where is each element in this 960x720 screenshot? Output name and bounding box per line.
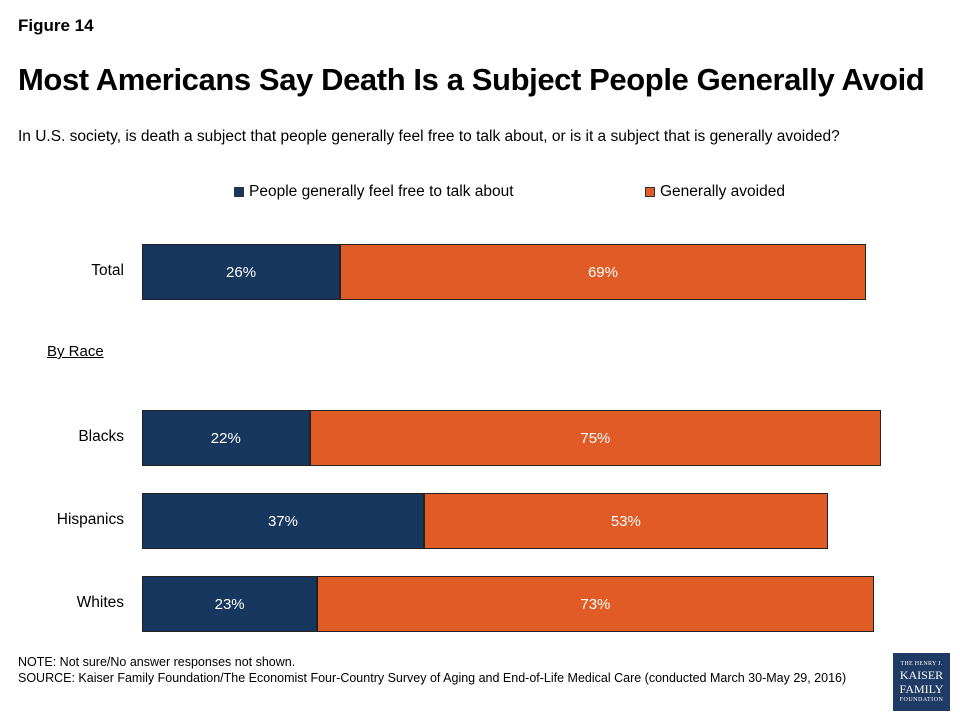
chart-subtitle: In U.S. society, is death a subject that…: [18, 128, 840, 145]
legend-item-free: People generally feel free to talk about: [234, 183, 514, 201]
footnote: NOTE: Not sure/No answer responses not s…: [18, 654, 878, 686]
figure-label: Figure 14: [18, 16, 94, 35]
source-text: SOURCE: Kaiser Family Foundation/The Eco…: [18, 671, 847, 685]
chart-legend: People generally feel free to talk about…: [0, 183, 960, 203]
bar-hispanics-free: 37%: [142, 493, 424, 549]
bar-blacks-free: 22%: [142, 410, 310, 466]
logo-line-1: THE HENRY J.: [900, 661, 943, 667]
data-label-whites-free: 23%: [214, 595, 245, 613]
bar-blacks-avoided: 75%: [309, 410, 882, 466]
bar-whites-free: 23%: [142, 576, 318, 632]
bar-total-avoided: 69%: [340, 244, 866, 300]
logo-line-2: KAISER: [899, 668, 944, 682]
data-label-hispanics-free: 37%: [267, 512, 298, 530]
data-label-blacks-free: 22%: [210, 429, 241, 447]
data-label-whites-avoided: 73%: [580, 595, 611, 613]
data-label-blacks-avoided: 75%: [580, 429, 611, 447]
logo-line-3: FAMILY: [899, 682, 944, 696]
legend-label-free: People generally feel free to talk about: [249, 183, 514, 200]
legend-swatch-avoided: [645, 187, 655, 197]
group-header-by-race: By Race: [47, 343, 104, 360]
note-text: NOTE: Not sure/No answer responses not s…: [18, 655, 296, 669]
category-label-blacks: Blacks: [78, 428, 124, 445]
bar-total-free: 26%: [142, 244, 341, 300]
category-label-whites: Whites: [76, 594, 124, 611]
data-label-hispanics-avoided: 53%: [610, 512, 641, 530]
logo-line-4: FOUNDATION: [899, 697, 944, 703]
bar-whites-avoided: 73%: [317, 576, 874, 632]
legend-swatch-free: [234, 187, 244, 197]
legend-label-avoided: Generally avoided: [660, 183, 785, 200]
category-label-hispanics: Hispanics: [56, 511, 124, 528]
legend-item-avoided: Generally avoided: [645, 183, 785, 201]
bar-hispanics-avoided: 53%: [423, 493, 828, 549]
data-label-total-avoided: 69%: [587, 263, 618, 281]
chart-title: Most Americans Say Death Is a Subject Pe…: [18, 62, 925, 97]
kff-logo: THE HENRY J. KAISER FAMILY FOUNDATION: [893, 653, 950, 711]
data-label-total-free: 26%: [226, 263, 257, 281]
category-label-total: Total: [91, 262, 124, 279]
